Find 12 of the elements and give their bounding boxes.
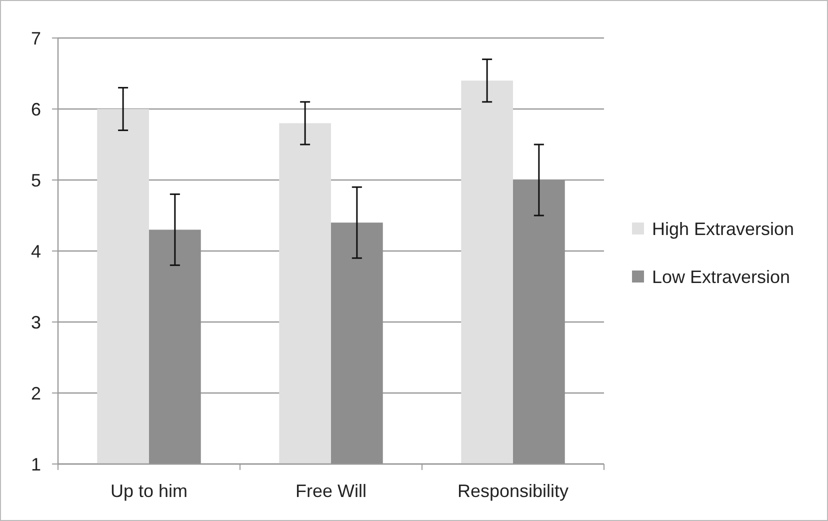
- x-tick-label: Free Will: [296, 481, 366, 501]
- y-tick-label: 5: [30, 170, 42, 190]
- y-tick-label: 4: [30, 241, 42, 262]
- y-tick-label: 7: [30, 28, 42, 48]
- x-tick-label: Responsibility: [457, 481, 569, 501]
- x-tick-label: Up to him: [110, 481, 188, 501]
- y-tick-label: 3: [30, 312, 42, 332]
- y-tick-label: 6: [30, 99, 42, 120]
- y-tick-label: 1: [30, 454, 42, 474]
- y-tick-label: 2: [30, 383, 42, 404]
- legend-label: High Extraversion: [652, 218, 794, 239]
- legend-label: Low Extraversion: [652, 266, 790, 287]
